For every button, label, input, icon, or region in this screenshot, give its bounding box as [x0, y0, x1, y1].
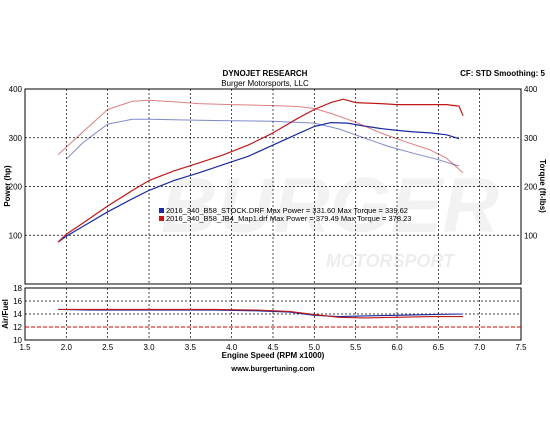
main-y-ticks: 100 200 300 400 — [9, 85, 23, 240]
y2-axis-label: Torque (ft-lbs) — [538, 159, 547, 213]
x-tick-label: 3.5 — [185, 343, 197, 352]
x-tick-label: 7.5 — [515, 343, 527, 352]
torque-line-2 — [65, 118, 460, 167]
settings-label: CF: STD Smoothing: 5 — [460, 69, 545, 78]
main-series-lines — [57, 98, 464, 243]
footer-url: www.burgertuning.com — [230, 364, 315, 373]
x-axis-label: Engine Speed (RPM x1000) — [222, 351, 325, 360]
y2-tick-label: 400 — [524, 85, 538, 94]
chart-title: DYNOJET RESEARCH — [223, 69, 308, 78]
af-series-lines — [58, 308, 464, 319]
legend: 2016_340_B58_STOCK.DRF Max Power = 331.6… — [159, 206, 411, 223]
y2-tick-label: 300 — [524, 134, 538, 143]
main-y2-ticks: 100 200 300 400 — [524, 85, 538, 240]
x-tick-label: 6.0 — [391, 343, 403, 352]
y2-tick-label: 100 — [524, 231, 538, 240]
af-y-tick-label: 10 — [13, 336, 22, 345]
x-tick-label: 6.5 — [433, 343, 445, 352]
x-tick-label: 4.5 — [267, 343, 279, 352]
main-grid — [25, 89, 521, 284]
x-tick-label: 5.5 — [350, 343, 362, 352]
x-axis-ticks: 1.5 2.0 2.5 3.0 3.5 4.0 4.5 5.0 5.5 6.0 6.5 7.0 7.5 — [19, 343, 527, 352]
y-tick-label: 400 — [9, 85, 23, 94]
y-tick-label: 100 — [9, 231, 23, 240]
x-tick-label: 5.0 — [309, 343, 321, 352]
af-y-tick-label: 18 — [13, 284, 22, 293]
air-fuel-panel: 10 12 14 16 18 Air/Fuel — [1, 284, 522, 345]
watermark-small: MOTORSPORT — [326, 251, 456, 271]
x-tick-label: 7.0 — [474, 343, 486, 352]
af-y-tick-label: 14 — [13, 310, 22, 319]
x-tick-label: 2.5 — [102, 343, 114, 352]
af-y-axis-label: Air/Fuel — [1, 299, 10, 329]
legend-entry-stock: 2016_340_B58_STOCK.DRF Max Power = 331.6… — [166, 206, 408, 215]
power-line-0 — [57, 121, 460, 243]
legend-swatch-jb4 — [159, 216, 164, 221]
af-y-tick-label: 12 — [13, 323, 22, 332]
watermark-big: BURGER — [161, 161, 499, 249]
power-torque-panel: 100 200 300 400 100 200 300 400 Power (hp) Tor… — [3, 85, 547, 285]
legend-swatch-stock — [159, 208, 164, 213]
y-axis-label: Power (hp) — [3, 165, 12, 207]
x-tick-label: 3.0 — [143, 343, 155, 352]
af-line-1 — [58, 308, 464, 319]
power-line-1 — [57, 98, 464, 243]
af-y-tick-label: 16 — [13, 297, 22, 306]
x-tick-label: 4.0 — [226, 343, 238, 352]
chart-subtitle: Burger Motorsports, LLC — [221, 79, 309, 88]
torque-line-3 — [57, 99, 464, 174]
y-tick-label: 200 — [9, 183, 23, 192]
af-y-ticks: 10 12 14 16 18 — [13, 284, 22, 345]
x-tick-label: 1.5 — [19, 343, 31, 352]
x-tick-label: 2.0 — [61, 343, 73, 352]
y-tick-label: 300 — [9, 134, 23, 143]
af-line-0 — [58, 308, 464, 318]
y2-tick-label: 200 — [524, 183, 538, 192]
legend-entry-jb4: 2016_340_B58_JB4_Map1.drf Max Power = 37… — [166, 214, 411, 223]
